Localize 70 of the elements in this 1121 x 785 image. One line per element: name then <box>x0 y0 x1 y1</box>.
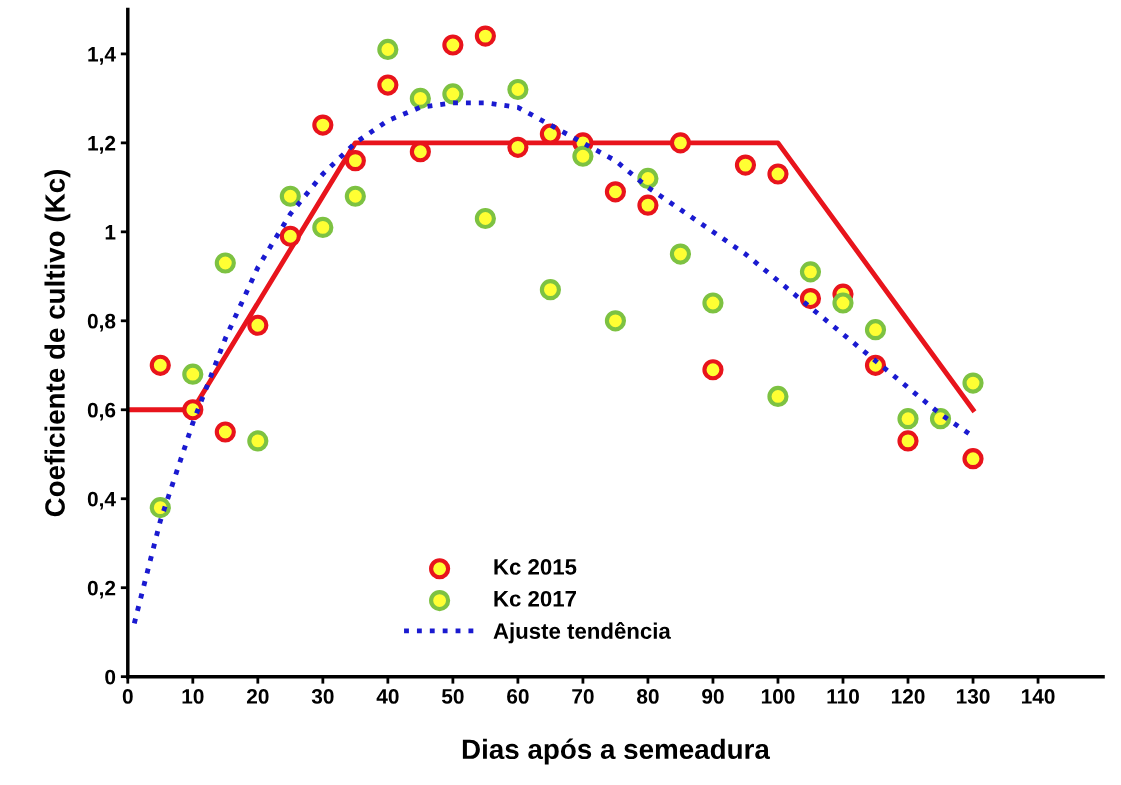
point <box>474 25 496 47</box>
point <box>702 292 724 314</box>
point <box>637 167 659 190</box>
point <box>604 181 627 203</box>
legend-label: Kc 2015 <box>494 559 577 575</box>
legend-label: Ajuste tendência <box>493 622 671 644</box>
point <box>409 87 431 109</box>
point <box>669 243 692 265</box>
x-axis-title: Dias após a semeadura <box>462 738 771 765</box>
point <box>767 163 789 185</box>
x-tick-label: 130 <box>956 689 990 704</box>
point <box>377 74 399 96</box>
y-tick-label: 0,4 <box>87 491 116 510</box>
x-tick-label: 140 <box>1021 689 1055 704</box>
point <box>247 314 269 336</box>
point <box>572 145 594 167</box>
x-tick-label: 90 <box>702 689 724 704</box>
x-tick-label: 20 <box>246 689 269 704</box>
y-tick-label: 0,2 <box>87 580 116 599</box>
y-tick-label: 0,6 <box>87 402 116 421</box>
point <box>637 194 659 216</box>
point <box>279 185 301 207</box>
point <box>182 363 204 385</box>
legend-label: Kc 2017 <box>494 590 576 607</box>
x-tick-label: 40 <box>376 689 399 704</box>
point <box>702 359 724 381</box>
point <box>507 78 529 101</box>
point <box>344 185 366 207</box>
x-tick-label: 60 <box>507 689 529 704</box>
point <box>832 292 854 314</box>
point <box>442 83 464 105</box>
point <box>604 310 627 332</box>
x-tick-label: 10 <box>182 689 204 704</box>
point <box>214 252 236 274</box>
point <box>799 287 822 310</box>
y-tick-label: 1,4 <box>88 47 116 65</box>
point <box>377 38 399 61</box>
x-tick-label: 110 <box>827 689 859 704</box>
point <box>897 408 919 430</box>
point <box>442 34 464 56</box>
x-tick-label: 80 <box>637 689 659 704</box>
point <box>149 354 171 376</box>
x-tick-label: 120 <box>891 689 925 704</box>
point <box>247 430 269 452</box>
point <box>962 372 984 394</box>
point <box>312 216 334 238</box>
point <box>897 430 919 452</box>
y-axis-title: Coeficiente de cultivo (Kc) <box>44 170 71 517</box>
x-tick-label: 0 <box>122 689 133 704</box>
point <box>214 421 236 443</box>
x-tick-label: 100 <box>761 689 795 704</box>
point <box>734 154 757 176</box>
point <box>669 132 692 154</box>
x-tick-label: 30 <box>311 689 334 704</box>
point <box>474 207 496 230</box>
point <box>344 150 366 172</box>
point <box>539 279 562 301</box>
point <box>799 261 822 283</box>
x-tick-label: 70 <box>572 689 594 704</box>
point <box>864 319 887 341</box>
point <box>507 136 529 158</box>
y-tick-label: 0 <box>105 669 116 685</box>
point <box>962 448 984 470</box>
point <box>312 114 334 136</box>
y-tick-label: 1 <box>105 225 116 240</box>
point <box>767 385 789 408</box>
point <box>279 225 301 247</box>
y-tick-label: 0,8 <box>87 313 116 332</box>
x-tick-label: 50 <box>441 689 464 704</box>
y-tick-label: 1,2 <box>88 135 116 154</box>
